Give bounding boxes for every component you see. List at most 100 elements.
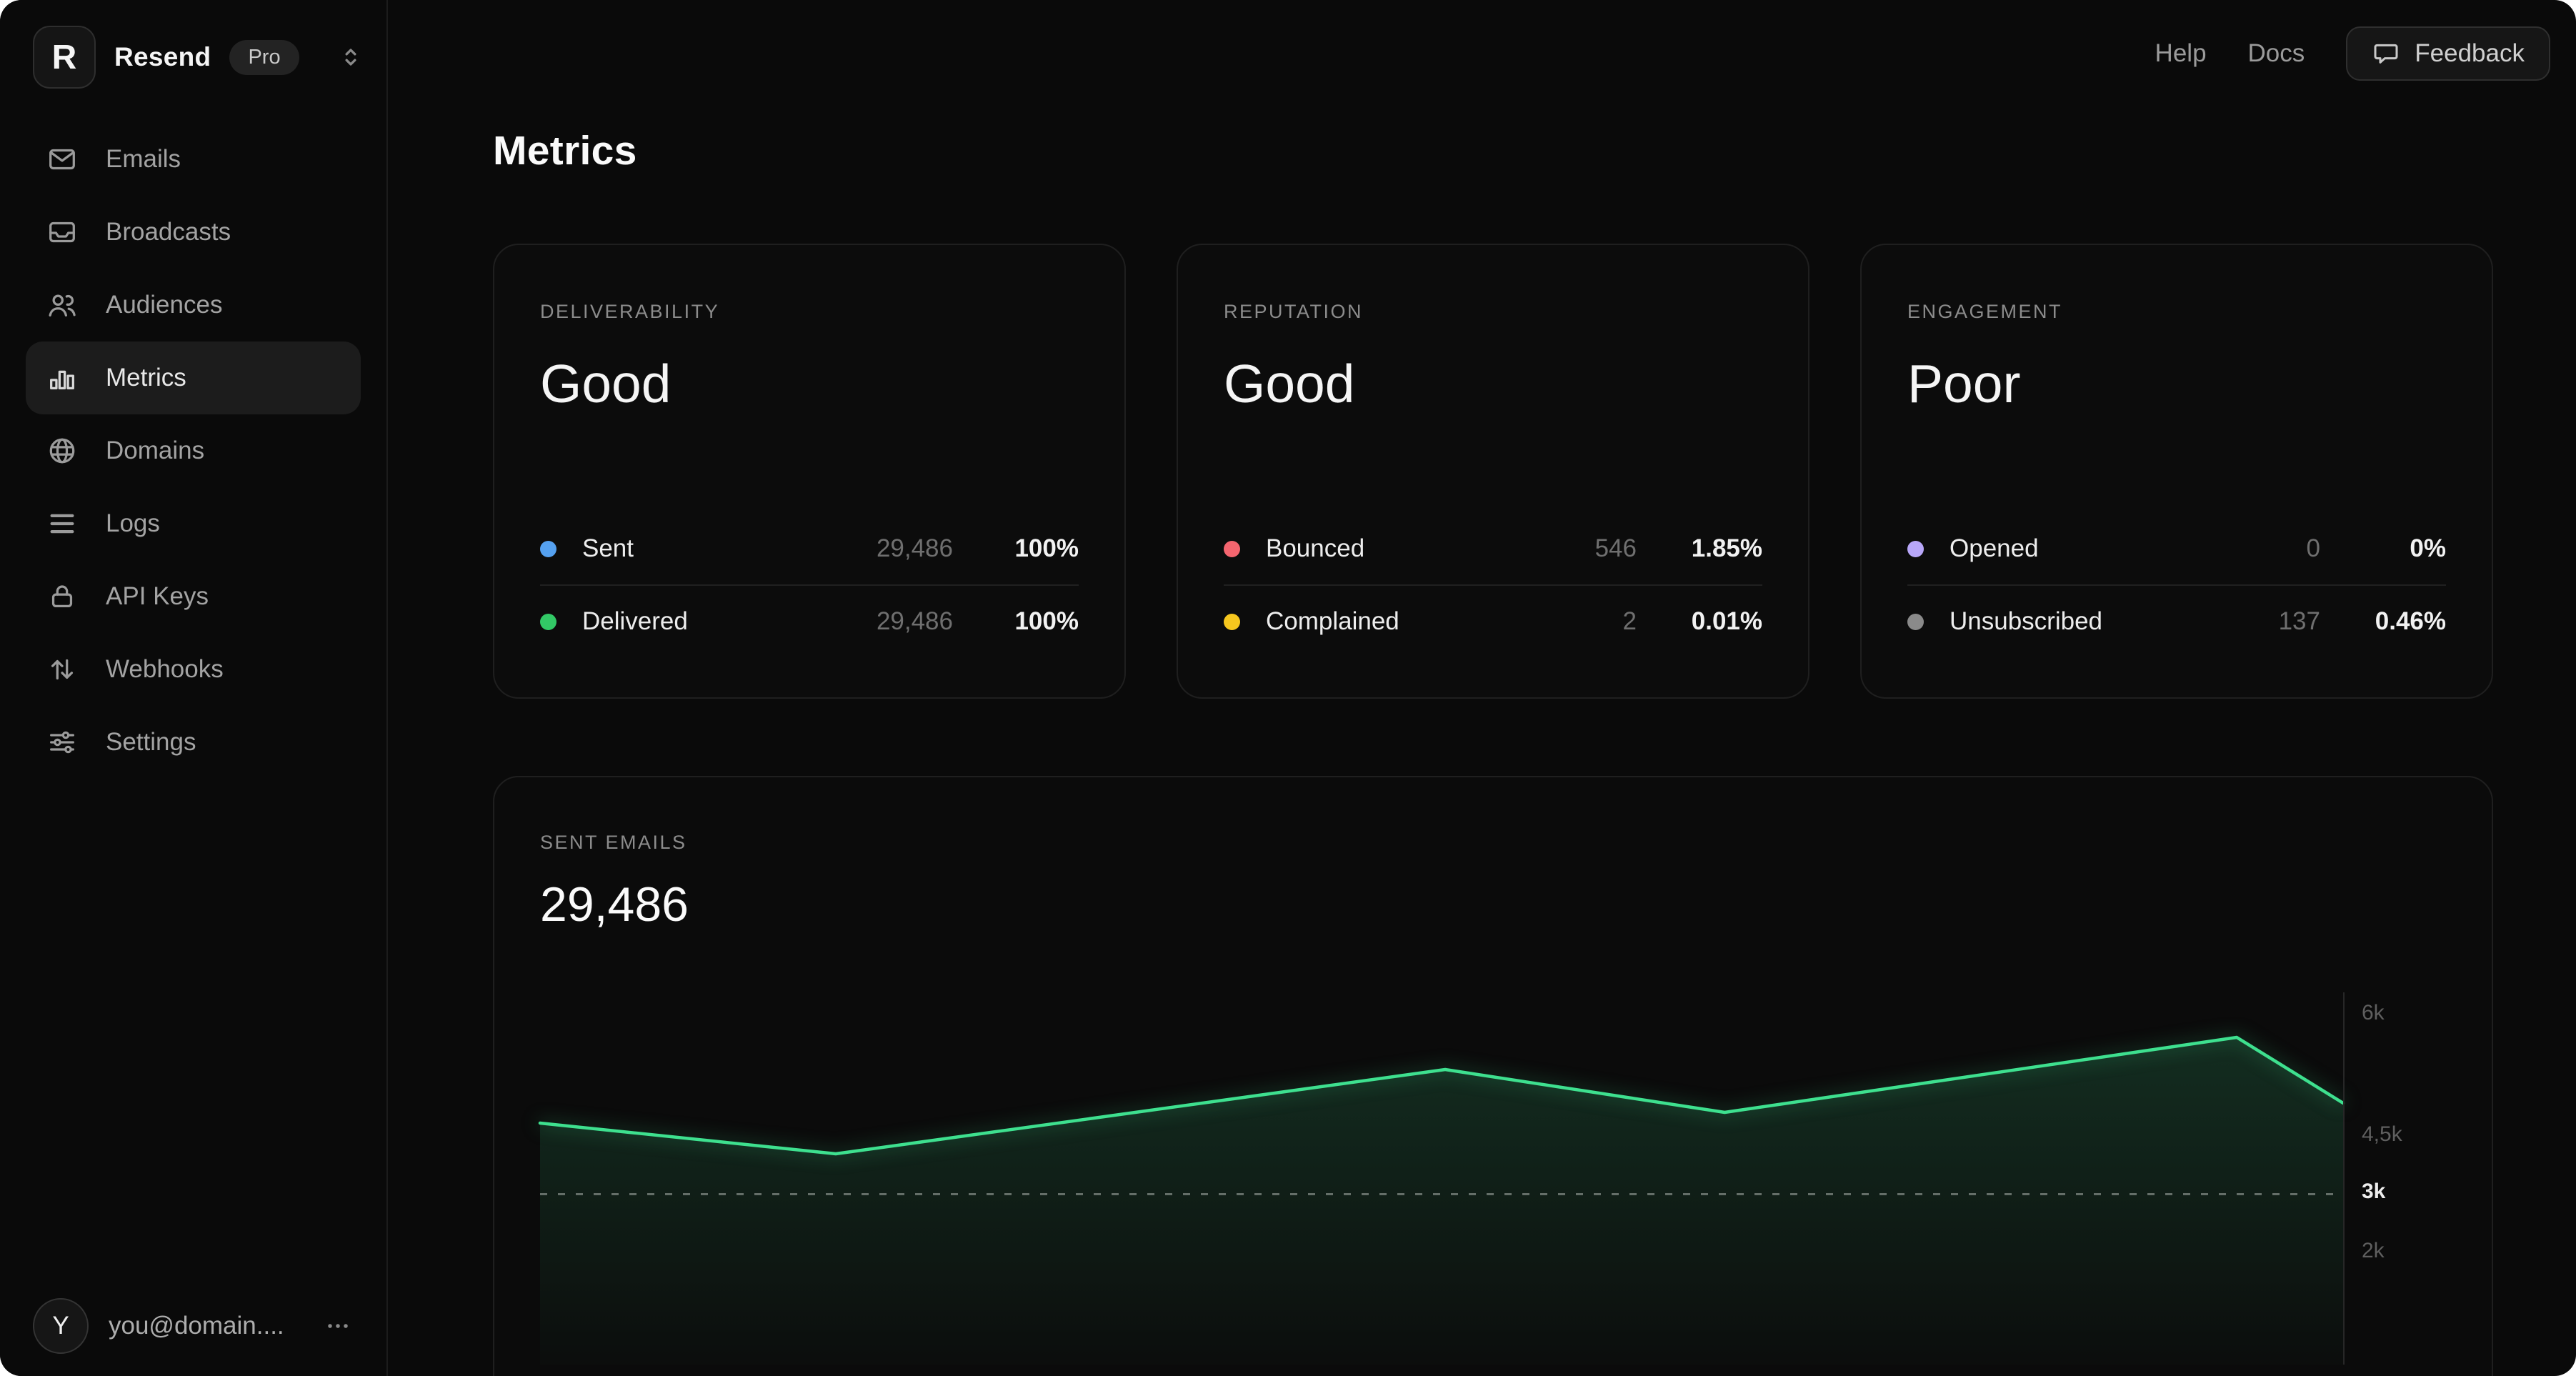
- summary-cards: DELIVERABILITY Good Sent 29,486 100% Deli…: [493, 244, 2493, 699]
- sidebar-item-label: Emails: [106, 145, 181, 173]
- ellipsis-icon[interactable]: [322, 1310, 354, 1342]
- globe-icon: [46, 434, 79, 467]
- card-category: REPUTATION: [1224, 301, 1364, 322]
- sidebar-item-label: API Keys: [106, 582, 209, 610]
- row-label: Sent: [582, 534, 634, 562]
- user-email: you@domain....: [109, 1312, 284, 1340]
- arrows-up-down-icon: [46, 653, 79, 686]
- sidebar-item-broadcasts[interactable]: Broadcasts: [26, 196, 361, 269]
- users-icon: [46, 289, 79, 321]
- stat-row-unsubscribed: Unsubscribed 137 0.46%: [1907, 586, 2446, 657]
- row-label: Delivered: [582, 607, 688, 635]
- row-pct: 0.01%: [1691, 607, 1762, 635]
- row-pct: 100%: [1014, 607, 1079, 635]
- y-tick-label: 4,5k: [2362, 1122, 2402, 1146]
- y-axis-line: [2343, 992, 2345, 1365]
- speech-bubble-icon: [2372, 39, 2400, 68]
- feedback-label: Feedback: [2415, 39, 2525, 67]
- stat-row-sent: Sent 29,486 100%: [540, 513, 1079, 584]
- row-value: 137: [2278, 607, 2320, 635]
- stat-row-delivered: Delivered 29,486 100%: [540, 586, 1079, 657]
- top-header: Help Docs Feedback: [2155, 0, 2576, 107]
- reputation-card: REPUTATION Good Bounced 546 1.85% Complai…: [1177, 244, 1809, 699]
- card-status: Good: [1224, 354, 1355, 414]
- y-tick-label: 3k: [2362, 1180, 2386, 1203]
- row-value: 29,486: [876, 607, 953, 635]
- sliders-icon: [46, 726, 79, 759]
- stat-row-bounced: Bounced 546 1.85%: [1224, 513, 1762, 584]
- sidebar-item-label: Audiences: [106, 291, 223, 319]
- sidebar-item-domains[interactable]: Domains: [26, 414, 361, 487]
- rows-icon: [46, 507, 79, 540]
- row-value: 2: [1622, 607, 1637, 635]
- row-pct: 0.46%: [2375, 607, 2446, 635]
- feedback-button[interactable]: Feedback: [2346, 26, 2550, 81]
- card-status: Good: [540, 354, 672, 414]
- divider: [1224, 584, 1762, 586]
- resend-logo: R: [33, 26, 96, 89]
- sent-dot: [540, 540, 556, 557]
- row-pct: 100%: [1014, 534, 1079, 562]
- main-content: Metrics DELIVERABILITY Good Sent 29,486 1…: [388, 0, 2576, 1376]
- y-tick-label: 6k: [2362, 1001, 2385, 1024]
- sidebar-item-api-keys[interactable]: API Keys: [26, 560, 361, 633]
- row-value: 29,486: [876, 534, 953, 562]
- sidebar-nav: Emails Broadcasts Audienc: [0, 114, 386, 779]
- chart-area-fill: [540, 1037, 2343, 1365]
- opened-dot: [1907, 540, 1924, 557]
- sidebar-item-label: Broadcasts: [106, 218, 231, 246]
- docs-link[interactable]: Docs: [2247, 39, 2305, 67]
- row-label: Opened: [1950, 534, 2039, 562]
- plan-badge: Pro: [229, 39, 299, 75]
- divider: [1907, 584, 2446, 586]
- sidebar-item-metrics[interactable]: Metrics: [26, 341, 361, 414]
- sidebar-item-label: Settings: [106, 728, 196, 756]
- complained-dot: [1224, 613, 1240, 630]
- mail-icon: [46, 143, 79, 176]
- stat-row-opened: Opened 0 0%: [1907, 513, 2446, 584]
- row-label: Bounced: [1266, 534, 1365, 562]
- row-value: 546: [1594, 534, 1637, 562]
- brand-name: Resend: [114, 42, 211, 71]
- chart-line: [540, 992, 2343, 1365]
- bounced-dot: [1224, 540, 1240, 557]
- lock-icon: [46, 580, 79, 613]
- deliverability-card: DELIVERABILITY Good Sent 29,486 100% Deli…: [493, 244, 1126, 699]
- bar-chart-icon: [46, 362, 79, 394]
- org-switcher[interactable]: R Resend Pro: [0, 0, 386, 114]
- row-label: Unsubscribed: [1950, 607, 2102, 635]
- sidebar-item-settings[interactable]: Settings: [26, 706, 361, 779]
- sidebar-item-emails[interactable]: Emails: [26, 123, 361, 196]
- row-pct: 0%: [2410, 534, 2446, 562]
- help-link[interactable]: Help: [2155, 39, 2207, 67]
- inbox-icon: [46, 216, 79, 249]
- sidebar-item-webhooks[interactable]: Webhooks: [26, 633, 361, 706]
- avatar: Y: [33, 1298, 89, 1354]
- row-value: 0: [2306, 534, 2320, 562]
- y-tick-label: 2k: [2362, 1239, 2385, 1262]
- sidebar-item-label: Metrics: [106, 364, 186, 392]
- sidebar-item-logs[interactable]: Logs: [26, 487, 361, 560]
- threshold-dashed-line: [540, 1193, 2343, 1195]
- chart-card-category: SENT EMAILS: [540, 832, 687, 853]
- stat-row-complained: Complained 2 0.01%: [1224, 586, 1762, 657]
- engagement-card: ENGAGEMENT Poor Opened 0 0% Unsubscribed …: [1860, 244, 2493, 699]
- row-label: Complained: [1266, 607, 1399, 635]
- card-category: DELIVERABILITY: [540, 301, 720, 322]
- sidebar: R Resend Pro Emails: [0, 0, 388, 1376]
- unsubscribed-dot: [1907, 613, 1924, 630]
- divider: [540, 584, 1079, 586]
- sidebar-item-label: Domains: [106, 437, 205, 464]
- chevron-expand-icon[interactable]: [336, 43, 365, 71]
- sent-emails-card: SENT EMAILS 29,486: [493, 776, 2493, 1376]
- card-category: ENGAGEMENT: [1907, 301, 2063, 322]
- sidebar-item-label: Webhooks: [106, 655, 224, 683]
- delivered-dot: [540, 613, 556, 630]
- account-menu[interactable]: Y you@domain....: [0, 1290, 386, 1376]
- card-status: Poor: [1907, 354, 2021, 414]
- sent-emails-chart: 6k 4,5k 3k 2k: [540, 992, 2402, 1365]
- sidebar-item-audiences[interactable]: Audiences: [26, 269, 361, 341]
- sidebar-item-label: Logs: [106, 509, 160, 537]
- sent-emails-total: 29,486: [540, 877, 689, 932]
